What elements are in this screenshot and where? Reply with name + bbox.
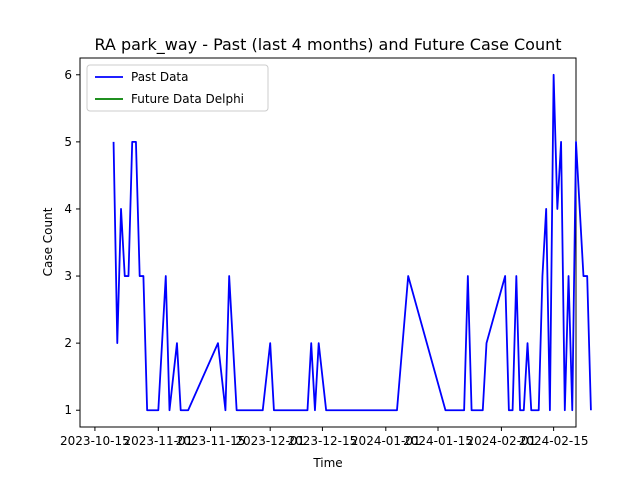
- y-tick-label: 5: [64, 135, 72, 149]
- x-tick-label: 2023-10-15: [60, 434, 130, 448]
- chart-title: RA park_way - Past (last 4 months) and F…: [94, 35, 561, 55]
- y-axis-label: Case Count: [41, 207, 55, 276]
- x-tick-label: 2023-11-15: [176, 434, 246, 448]
- x-tick-label: 2023-12-15: [288, 434, 358, 448]
- x-tick-label: 2024-01-15: [403, 434, 473, 448]
- x-axis-label: Time: [312, 456, 342, 470]
- x-tick-label: 2023-11-01: [123, 434, 193, 448]
- y-tick-label: 1: [64, 403, 72, 417]
- y-tick-label: 6: [64, 68, 72, 82]
- x-tick-label: 2023-12-01: [235, 434, 305, 448]
- legend-label-0: Past Data: [131, 70, 188, 84]
- legend: Past Data Future Data Delphi: [86, 64, 269, 112]
- y-tick-label: 3: [64, 269, 72, 283]
- x-tick-label: 2024-02-15: [519, 434, 589, 448]
- x-axis-ticks: 2023-10-152023-11-012023-11-152023-12-01…: [60, 427, 588, 448]
- y-tick-label: 2: [64, 336, 72, 350]
- plot-area: [79, 57, 577, 428]
- legend-label-1: Future Data Delphi: [131, 92, 244, 106]
- x-tick-label: 2024-01-01: [351, 434, 421, 448]
- plot-frame: [79, 57, 577, 428]
- legend-box: [86, 64, 269, 112]
- x-tick-label: 2024-02-01: [467, 434, 537, 448]
- y-axis-ticks: 1 2 3 4 5 6: [64, 68, 80, 417]
- series-line-0: [112, 73, 592, 412]
- y-tick-label: 4: [64, 202, 72, 216]
- series-lines: [112, 73, 592, 412]
